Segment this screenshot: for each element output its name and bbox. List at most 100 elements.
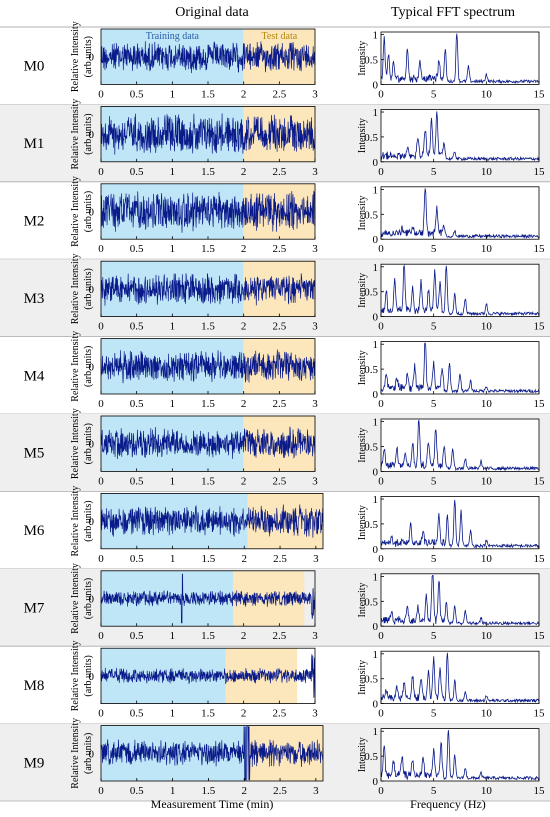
fft-xtick-label: 0 <box>378 553 384 565</box>
fft-xtick-label: 15 <box>534 398 546 410</box>
time-xtick-label: 0 <box>98 708 104 720</box>
time-ytick: 0 <box>89 594 95 606</box>
fft-xtick-label: 0 <box>378 398 384 410</box>
row-label: M7 <box>24 601 45 617</box>
fft-ylabel: Intensity <box>357 660 368 695</box>
time-xtick-label: 1 <box>170 398 176 410</box>
fft-ytick-label: 0 <box>373 466 379 478</box>
time-ylabel-1: Relative Intensity <box>70 99 81 170</box>
time-xtick-label: 1 <box>170 708 176 720</box>
fft-xtick-label: 15 <box>534 630 546 642</box>
time-signal <box>100 426 316 460</box>
fft-xtick-label: 10 <box>481 166 493 178</box>
header-original-data: Original data <box>175 5 249 20</box>
time-ylabel-1: Relative Intensity <box>70 563 81 634</box>
time-ylabel-2: (arb.units) <box>83 191 94 232</box>
time-xtick-label: 3 <box>312 321 318 333</box>
fft-ylabel: Intensity <box>357 350 368 385</box>
time-xtick-label: 1.5 <box>202 785 216 797</box>
time-signal <box>100 726 324 781</box>
time-xtick-label: 2 <box>241 553 247 565</box>
time-signal <box>100 41 316 74</box>
fft-spectrum-line <box>380 264 539 317</box>
fft-ytick-label: 0 <box>373 699 379 711</box>
fft-ytick-label: 0 <box>373 621 379 633</box>
fft-bg <box>381 419 539 472</box>
fft-ytick-label: 0.5 <box>364 442 378 454</box>
time-xtick-label: 1 <box>170 166 176 178</box>
time-xtick-label: 2 <box>241 475 247 487</box>
fft-xtick-label: 15 <box>534 166 546 178</box>
time-axes-frame <box>100 725 324 782</box>
time-xtick-label: 2 <box>241 398 247 410</box>
time-xtick-label: 3 <box>312 88 318 100</box>
time-xtick-label: 0.5 <box>130 785 144 797</box>
row-label: M5 <box>24 446 45 462</box>
fft-axes-frame <box>380 263 540 318</box>
time-xtick-label: 1.5 <box>201 243 215 255</box>
time-ylabel-2: (arb.units) <box>83 423 94 464</box>
row-label: M8 <box>24 678 45 694</box>
fft-xtick-label: 10 <box>481 88 493 100</box>
time-ylabel-2: (arb.units) <box>83 113 94 154</box>
time-ylabel-2: (arb.units) <box>83 346 94 387</box>
time-xtick-label: 2 <box>241 166 247 178</box>
fft-xtick-label: 5 <box>431 398 437 410</box>
time-axes-frame <box>100 647 316 705</box>
time-signal <box>100 573 316 624</box>
fft-xtick-label: 10 <box>481 708 493 720</box>
fft-xtick-label: 0 <box>378 321 384 333</box>
fft-bg <box>381 651 539 704</box>
fft-xtick-label: 5 <box>431 630 437 642</box>
fft-ytick-label: 0.5 <box>364 132 378 144</box>
time-xtick-label: 1 <box>170 243 176 255</box>
fft-axes-frame <box>380 495 540 550</box>
time-xtick-label: 3 <box>312 630 318 642</box>
fft-ylabel: Intensity <box>357 118 368 153</box>
fft-xtick-label: 5 <box>431 708 437 720</box>
time-axes-frame <box>100 492 324 550</box>
time-signal <box>100 654 316 698</box>
time-xtick-label: 1.5 <box>201 708 215 720</box>
fft-ytick-label: 1 <box>373 726 379 738</box>
time-xtick-label: 2.5 <box>272 243 286 255</box>
fft-axes-frame <box>380 109 540 163</box>
fft-ylabel: Intensity <box>357 583 368 618</box>
fft-xtick-label: 10 <box>481 398 493 410</box>
fft-xtick-label: 10 <box>481 475 493 487</box>
time-xtick-label: 3 <box>313 785 319 797</box>
fft-xtick-label: 0 <box>378 785 384 797</box>
time-xtick-label: 1.5 <box>201 88 215 100</box>
time-xtick-label: 2.5 <box>272 475 286 487</box>
time-ytick: 0 <box>89 52 95 64</box>
time-xtick-label: 2 <box>241 630 247 642</box>
time-ylabel-1: Relative Intensity <box>70 253 81 324</box>
time-ylabel-1: Relative Intensity <box>70 176 81 247</box>
fft-spectrum-line <box>380 574 540 626</box>
fft-xtick-label: 15 <box>534 708 546 720</box>
time-ylabel-2: (arb.units) <box>83 500 94 541</box>
fft-axes-frame <box>380 341 540 395</box>
test-data-label: Test data <box>261 31 297 42</box>
time-ytick: 0 <box>89 284 95 296</box>
time-xtick-label: 0 <box>98 553 104 565</box>
fft-xtick-label: 15 <box>534 243 546 255</box>
fft-ylabel: Intensity <box>357 737 368 772</box>
time-xtick-label: 0 <box>98 630 104 642</box>
header-fft-spectrum: Typical FFT spectrum <box>391 5 515 20</box>
time-xtick-label: 3 <box>312 398 318 410</box>
fft-ytick-label: 1 <box>373 30 379 42</box>
fft-ytick-label: 0 <box>373 776 379 788</box>
